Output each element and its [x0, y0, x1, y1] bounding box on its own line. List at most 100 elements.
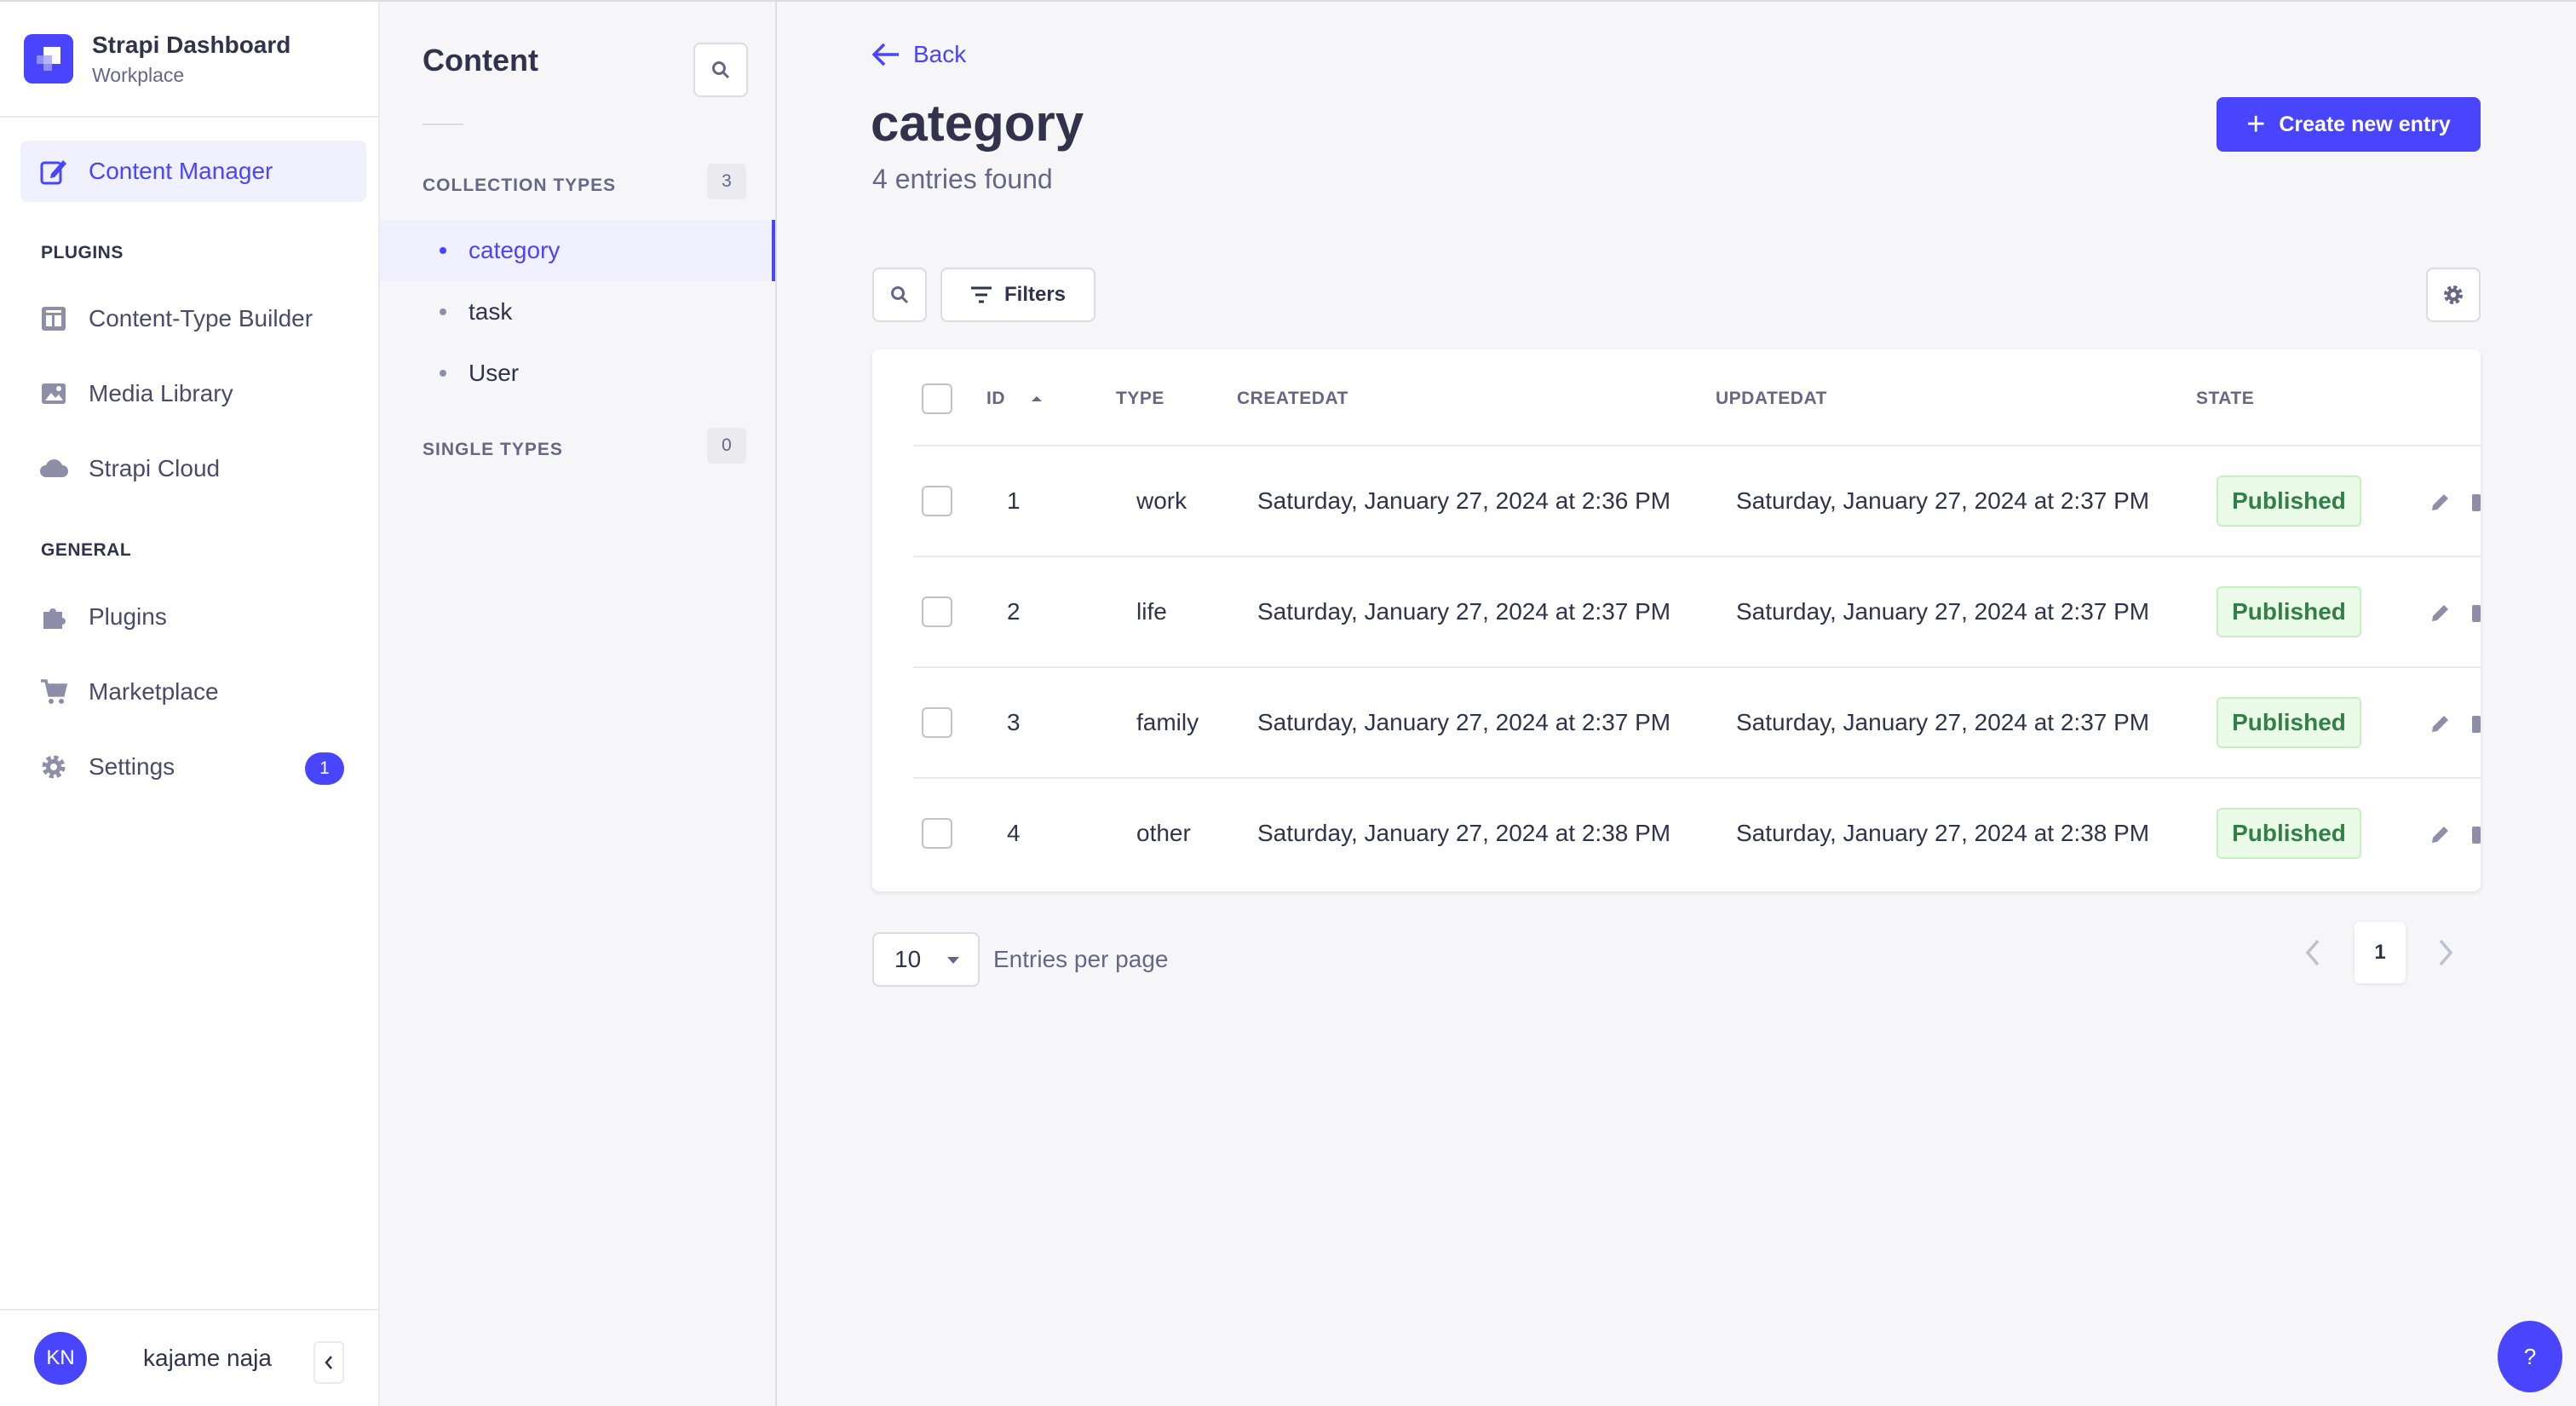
row-checkbox[interactable] — [922, 486, 952, 516]
column-header-updatedat[interactable]: UPDATEDAT — [1716, 389, 1827, 408]
subnav-search-button[interactable] — [693, 43, 748, 97]
status-badge: Published — [2217, 808, 2361, 859]
help-button[interactable]: ? — [2498, 1321, 2562, 1392]
table-search-button[interactable] — [872, 268, 927, 322]
collection-types-count: 3 — [707, 164, 746, 199]
bullet-icon — [440, 370, 446, 377]
arrow-left-icon — [871, 43, 899, 66]
page-title: category — [871, 95, 1084, 152]
strapi-logo-icon — [24, 34, 73, 84]
nav-item-label: Content-Type Builder — [89, 305, 313, 331]
content-subnav: Content COLLECTION TYPES 3 category task… — [380, 2, 777, 1406]
subnav-item-category[interactable]: category — [380, 220, 775, 281]
brand-header: Strapi Dashboard Workplace — [0, 2, 378, 118]
subnav-item-label: User — [469, 360, 520, 386]
collapse-nav-button[interactable] — [313, 1341, 344, 1384]
brand-subtitle: Workplace — [92, 63, 185, 86]
column-header-id[interactable]: ID — [986, 389, 1044, 409]
cell-type: other — [1136, 820, 1191, 846]
caret-down-icon — [947, 957, 959, 964]
pencil-icon[interactable] — [2429, 712, 2452, 735]
trash-icon[interactable] — [2472, 827, 2481, 844]
nav-item-media-library[interactable]: Media Library — [39, 368, 363, 419]
nav-item-plugins[interactable]: Plugins — [39, 591, 363, 642]
row-checkbox[interactable] — [922, 596, 952, 627]
pencil-icon[interactable] — [2429, 491, 2452, 513]
table-row[interactable]: 1 work Saturday, January 27, 2024 at 2:3… — [913, 445, 2481, 556]
pencil-icon[interactable] — [2429, 602, 2452, 624]
entries-count: 4 entries found — [872, 164, 1053, 194]
subnav-item-label: task — [469, 298, 513, 325]
nav-item-label: Content Manager — [89, 158, 273, 184]
filters-button[interactable]: Filters — [940, 268, 1095, 322]
brand-title: Strapi Dashboard — [92, 31, 291, 58]
table-row[interactable]: 4 other Saturday, January 27, 2024 at 2:… — [913, 777, 2481, 888]
table-settings-button[interactable] — [2426, 268, 2481, 322]
nav-item-label: Settings — [89, 753, 175, 780]
page-size-select[interactable]: 10 — [872, 932, 980, 987]
image-icon — [39, 379, 68, 408]
page-number-button[interactable]: 1 — [2355, 922, 2406, 983]
plugins-heading: PLUGINS — [41, 243, 124, 262]
chevron-right-icon[interactable] — [2436, 937, 2455, 968]
column-header-state[interactable]: STATE — [2196, 389, 2255, 408]
cell-type: work — [1136, 487, 1187, 514]
bullet-icon — [440, 247, 446, 254]
user-avatar[interactable]: KN — [34, 1332, 87, 1385]
create-button-label: Create new entry — [2279, 112, 2451, 136]
subnav-item-task[interactable]: task — [380, 281, 775, 343]
trash-icon[interactable] — [2472, 716, 2481, 733]
nav-item-strapi-cloud[interactable]: Strapi Cloud — [39, 443, 363, 494]
chevron-left-icon[interactable] — [2303, 937, 2322, 968]
cell-id: 1 — [1007, 487, 1021, 514]
single-types-count: 0 — [707, 428, 746, 464]
row-checkbox[interactable] — [922, 818, 952, 849]
search-icon — [712, 61, 730, 79]
gear-icon — [2444, 285, 2463, 304]
puzzle-icon — [39, 602, 68, 631]
subnav-item-user[interactable]: User — [380, 343, 775, 404]
top-border — [0, 0, 2576, 2]
trash-icon[interactable] — [2472, 605, 2481, 622]
plus-icon: + — [2246, 107, 2266, 142]
general-heading: GENERAL — [41, 540, 132, 560]
filter-icon — [970, 286, 992, 303]
shopping-cart-icon — [39, 677, 68, 706]
page-size-value: 10 — [894, 946, 922, 972]
nav-item-label: Strapi Cloud — [89, 455, 221, 481]
pencil-icon[interactable] — [2429, 823, 2452, 845]
select-all-checkbox[interactable] — [922, 383, 952, 414]
nav-item-label: Plugins — [89, 603, 167, 630]
cell-id: 3 — [1007, 709, 1021, 735]
bullet-icon — [440, 308, 446, 315]
column-header-createdat[interactable]: CREATEDAT — [1237, 389, 1348, 408]
nav-item-content-manager[interactable]: Content Manager — [20, 141, 366, 202]
nav-item-settings[interactable]: Settings 1 — [39, 741, 363, 792]
search-icon — [891, 286, 909, 304]
nav-item-content-type-builder[interactable]: Content-Type Builder — [39, 293, 363, 344]
cell-type: family — [1136, 709, 1199, 735]
gear-icon — [39, 752, 68, 781]
subnav-title: Content — [423, 43, 538, 78]
filters-label: Filters — [1003, 283, 1067, 306]
back-label: Back — [913, 41, 967, 67]
create-new-entry-button[interactable]: + Create new entry — [2217, 97, 2481, 152]
cell-updatedat: Saturday, January 27, 2024 at 2:38 PM — [1736, 820, 2150, 846]
pen-document-icon — [39, 157, 68, 186]
user-name[interactable]: kajame naja — [143, 1345, 272, 1371]
status-badge: Published — [2217, 586, 2361, 637]
settings-notification-badge: 1 — [305, 752, 344, 785]
entries-table: ID TYPE CREATEDAT UPDATEDAT STATE 1 work… — [872, 349, 2481, 891]
row-checkbox[interactable] — [922, 707, 952, 738]
cell-createdat: Saturday, January 27, 2024 at 2:37 PM — [1257, 598, 1671, 625]
nav-item-marketplace[interactable]: Marketplace — [39, 666, 363, 717]
table-row[interactable]: 3 family Saturday, January 27, 2024 at 2… — [913, 666, 2481, 777]
cell-updatedat: Saturday, January 27, 2024 at 2:37 PM — [1736, 598, 2150, 625]
subnav-divider — [423, 124, 463, 125]
main-navigation: Strapi Dashboard Workplace Content Manag… — [0, 2, 380, 1406]
trash-icon[interactable] — [2472, 494, 2481, 511]
column-header-type[interactable]: TYPE — [1116, 389, 1164, 408]
table-row[interactable]: 2 life Saturday, January 27, 2024 at 2:3… — [913, 556, 2481, 666]
nav-item-label: Marketplace — [89, 678, 219, 705]
back-link[interactable]: Back — [871, 41, 966, 68]
